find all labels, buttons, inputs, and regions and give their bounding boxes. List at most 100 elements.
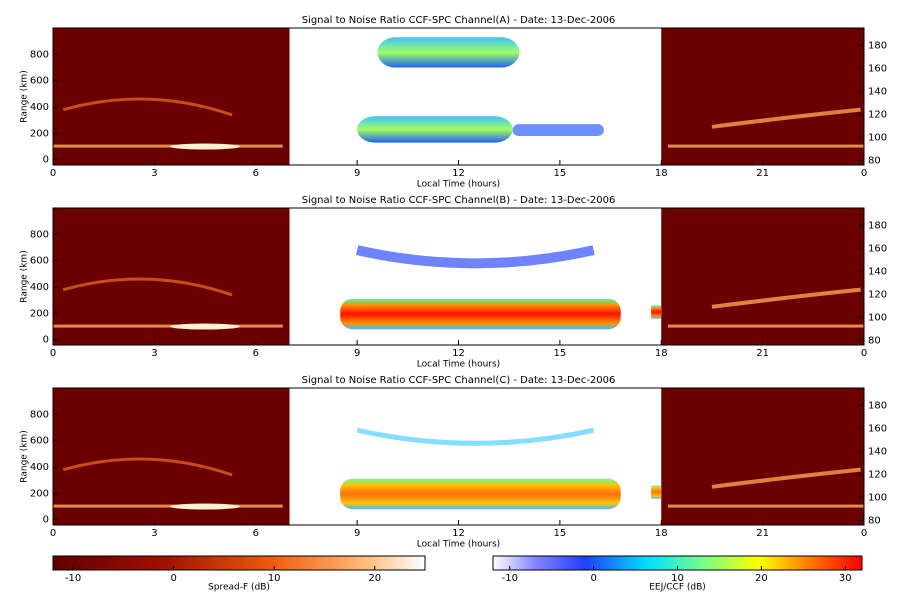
colorbar-tick-label: 10 bbox=[671, 573, 684, 584]
panel-title: Signal to Noise Ratio CCF-SPC Channel(A)… bbox=[302, 15, 616, 26]
echo-blob bbox=[512, 124, 604, 137]
x-tick-label: 6 bbox=[253, 528, 259, 539]
y-tick-label: 800 bbox=[30, 409, 49, 420]
y-tick-label: 600 bbox=[30, 256, 49, 267]
echo-line bbox=[668, 324, 864, 328]
x-tick-label: 12 bbox=[452, 348, 465, 359]
night-section bbox=[53, 28, 290, 165]
echo-arc bbox=[62, 457, 233, 477]
y2-tick-label: 120 bbox=[868, 109, 887, 120]
echo-patch bbox=[170, 503, 241, 510]
echo-arc bbox=[356, 427, 595, 446]
y2-tick-label: 100 bbox=[868, 312, 887, 323]
x-tick-label: 15 bbox=[554, 168, 567, 179]
panel-title: Signal to Noise Ratio CCF-SPC Channel(B)… bbox=[302, 195, 616, 206]
echo-blob bbox=[651, 305, 662, 319]
x-tick-label: 21 bbox=[756, 348, 769, 359]
y-tick-label: 0 bbox=[43, 335, 49, 346]
y2-tick-label: 120 bbox=[868, 289, 887, 300]
echo-line bbox=[53, 144, 283, 148]
y2-tick-label: 120 bbox=[868, 469, 887, 480]
echo-line bbox=[53, 504, 283, 508]
echo-blob bbox=[357, 116, 513, 143]
x-tick-label: 3 bbox=[151, 168, 157, 179]
night-section bbox=[53, 388, 290, 525]
echo-patch bbox=[170, 323, 241, 330]
y-tick-label: 400 bbox=[30, 102, 49, 113]
colorbar-tick-label: 10 bbox=[268, 573, 281, 584]
x-tick-label: 15 bbox=[554, 528, 567, 539]
colorbar-label: EEJ/CCF (dB) bbox=[649, 583, 706, 593]
x-axis-label: Local Time (hours) bbox=[417, 360, 500, 370]
y2-tick-label: 180 bbox=[868, 220, 887, 231]
echo-arc bbox=[356, 245, 595, 269]
y2-tick-label: 100 bbox=[868, 132, 887, 143]
echo-arc bbox=[711, 107, 861, 129]
x-tick-label: 0 bbox=[50, 168, 56, 179]
y-tick-label: 600 bbox=[30, 436, 49, 447]
echo-arc bbox=[62, 97, 233, 117]
y2-tick-label: 140 bbox=[868, 86, 887, 97]
y2-tick-label: 180 bbox=[868, 400, 887, 411]
colorbar-tick-label: -10 bbox=[502, 573, 518, 584]
y-axis-label: Range (km) bbox=[20, 70, 30, 122]
x-tick-label: 0 bbox=[50, 348, 56, 359]
x-tick-label: 18 bbox=[655, 528, 668, 539]
colorbar-tick-label: 0 bbox=[590, 573, 596, 584]
y-tick-label: 800 bbox=[30, 229, 49, 240]
y-tick-label: 200 bbox=[30, 308, 49, 319]
colorbar bbox=[52, 555, 426, 571]
echo-blob bbox=[340, 298, 621, 330]
echo-line bbox=[668, 504, 864, 508]
x-tick-label: 21 bbox=[756, 528, 769, 539]
x-tick-label: 0 bbox=[861, 168, 867, 179]
night-section bbox=[661, 28, 864, 165]
y-tick-label: 200 bbox=[30, 128, 49, 139]
colorbar-label: Spread-F (dB) bbox=[208, 583, 270, 593]
x-tick-label: 18 bbox=[655, 168, 668, 179]
y2-tick-label: 140 bbox=[868, 446, 887, 457]
echo-patch bbox=[170, 143, 241, 150]
y2-tick-label: 80 bbox=[868, 155, 881, 166]
x-axis-label: Local Time (hours) bbox=[417, 540, 500, 550]
night-section bbox=[53, 208, 290, 345]
colorbar-tick-label: 20 bbox=[368, 573, 381, 584]
echo-arc bbox=[711, 467, 861, 489]
y-tick-label: 0 bbox=[43, 515, 49, 526]
x-tick-label: 9 bbox=[354, 348, 360, 359]
y-tick-label: 400 bbox=[30, 462, 49, 473]
x-tick-label: 3 bbox=[151, 528, 157, 539]
night-section bbox=[661, 388, 864, 525]
x-tick-label: 21 bbox=[756, 168, 769, 179]
y2-tick-label: 160 bbox=[868, 63, 887, 74]
y2-tick-label: 80 bbox=[868, 335, 881, 346]
echo-blob bbox=[651, 485, 662, 499]
night-section bbox=[661, 208, 864, 345]
colorbar-tick-label: 30 bbox=[839, 573, 852, 584]
x-tick-label: 0 bbox=[861, 528, 867, 539]
colorbar-tick-label: 0 bbox=[170, 573, 176, 584]
x-tick-label: 6 bbox=[253, 168, 259, 179]
x-tick-label: 15 bbox=[554, 348, 567, 359]
y2-tick-label: 80 bbox=[868, 515, 881, 526]
echo-blob bbox=[340, 478, 621, 510]
y-tick-label: 600 bbox=[30, 76, 49, 87]
y-tick-label: 0 bbox=[43, 155, 49, 166]
panel-title: Signal to Noise Ratio CCF-SPC Channel(C)… bbox=[302, 375, 616, 386]
echo-arc bbox=[62, 277, 233, 297]
x-tick-label: 0 bbox=[861, 348, 867, 359]
x-tick-label: 9 bbox=[354, 528, 360, 539]
y-axis-label: Range (km) bbox=[20, 430, 30, 482]
echo-blob bbox=[377, 37, 520, 68]
y2-tick-label: 100 bbox=[868, 492, 887, 503]
echo-arc bbox=[711, 287, 861, 309]
x-tick-label: 0 bbox=[50, 528, 56, 539]
colorbar-tick-label: -10 bbox=[65, 573, 81, 584]
y2-tick-label: 160 bbox=[868, 423, 887, 434]
y2-tick-label: 180 bbox=[868, 40, 887, 51]
y2-tick-label: 140 bbox=[868, 266, 887, 277]
echo-line bbox=[668, 144, 864, 148]
x-tick-label: 3 bbox=[151, 348, 157, 359]
y-tick-label: 800 bbox=[30, 49, 49, 60]
